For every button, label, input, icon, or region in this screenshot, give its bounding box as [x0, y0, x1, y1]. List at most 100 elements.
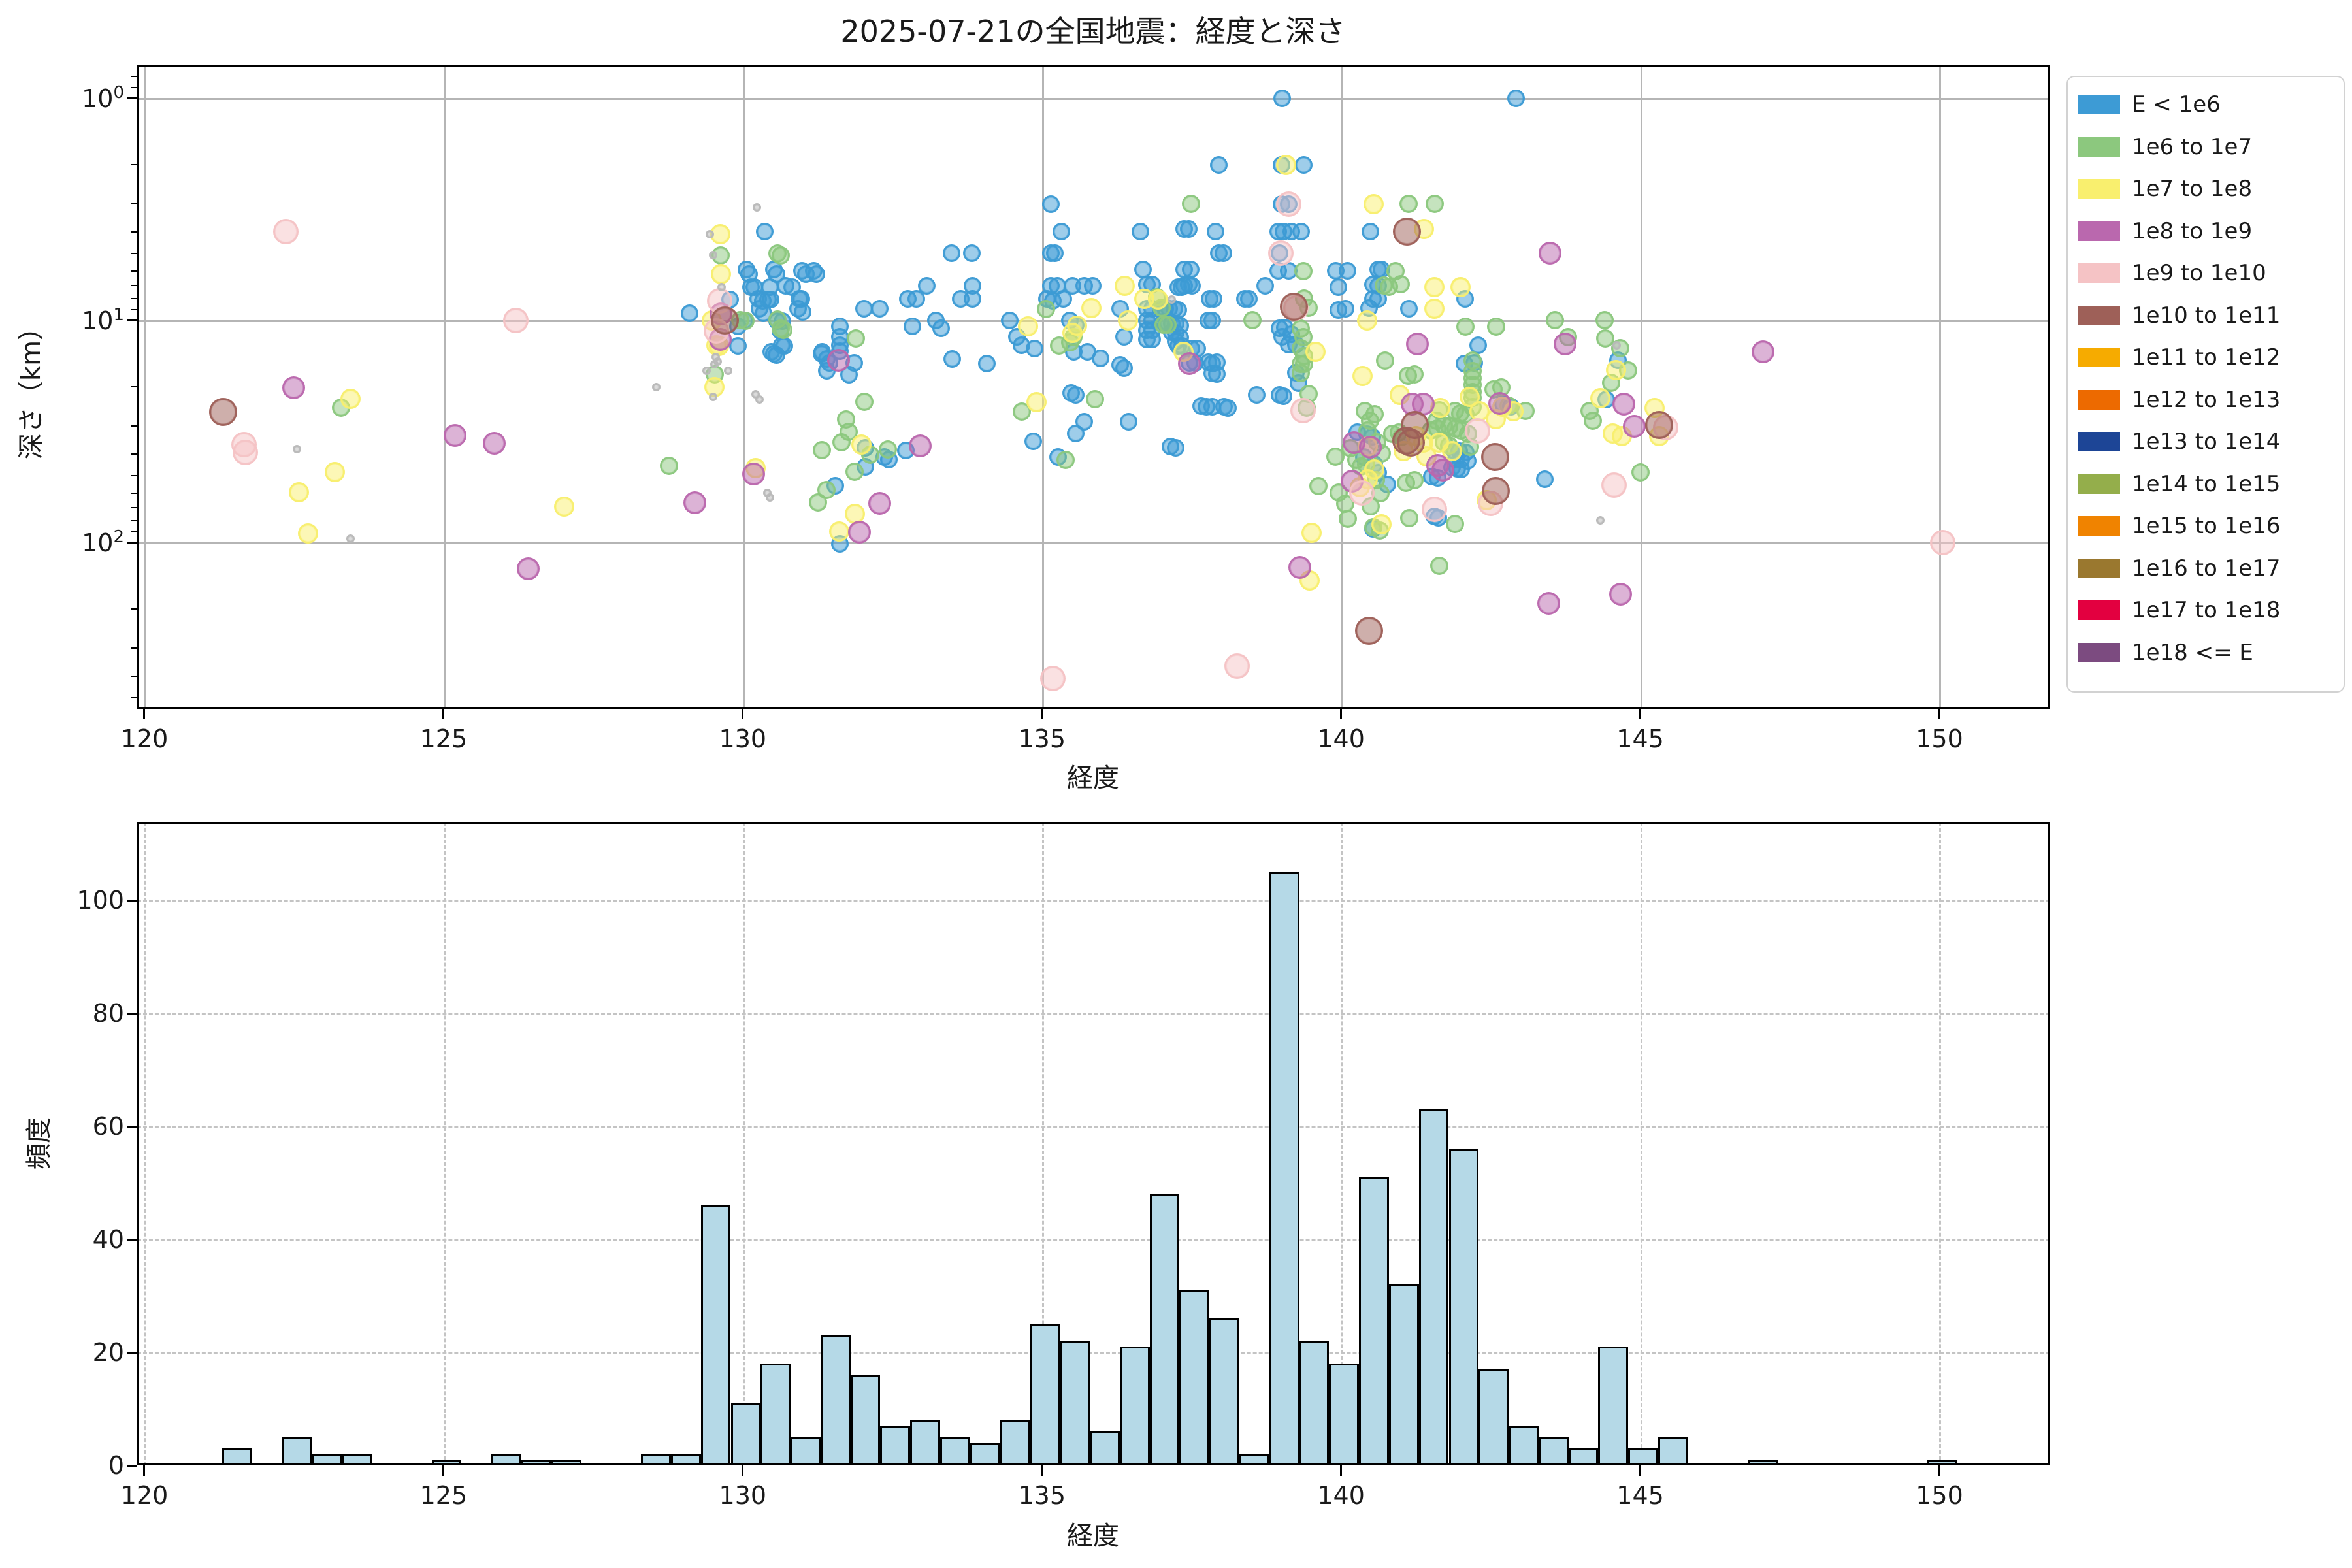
scatter-point [1279, 292, 1308, 321]
scatter-point [1612, 341, 1622, 350]
scatter-point [909, 434, 932, 457]
scatter-point [1538, 242, 1561, 265]
scatter-point [1429, 557, 1448, 576]
scatter-point [324, 462, 345, 483]
scatter-ytick-minor [131, 647, 137, 649]
scatter-point [932, 319, 951, 338]
scatter-point [1595, 516, 1605, 525]
histogram-bar [910, 1420, 941, 1465]
scatter-point [1363, 193, 1384, 214]
scatter-point [1081, 297, 1102, 318]
scatter-point [1111, 355, 1130, 374]
scatter-point [1612, 392, 1636, 416]
hist-gridline-x [1640, 822, 1642, 1465]
histogram-bar [970, 1443, 1000, 1465]
scatter-xtick [1938, 709, 1940, 719]
scatter-ytick-minor [131, 231, 137, 233]
scatter-point [768, 244, 787, 263]
histogram-bar [1388, 1284, 1419, 1465]
scatter-point [282, 376, 306, 400]
scatter-point [1352, 365, 1373, 386]
scatter-point [1294, 261, 1313, 280]
legend-swatch [2078, 642, 2120, 662]
hist-ytick [127, 1351, 137, 1354]
legend-item: 1e9 to 1e10 [2068, 260, 2342, 286]
scatter-ytick-minor [131, 531, 137, 533]
legend-item: 1e10 to 1e11 [2068, 302, 2342, 329]
scatter-point [1601, 472, 1627, 498]
scatter-xlabel: 経度 [1067, 763, 1119, 793]
histogram-bar [1658, 1437, 1688, 1465]
hist-gridline-y [137, 1013, 2050, 1015]
scatter-point [1167, 439, 1185, 457]
scatter-point [1207, 365, 1226, 384]
hist-ytick-label: 100 [76, 886, 124, 915]
hist-xtick [143, 1465, 146, 1476]
scatter-point [771, 319, 790, 338]
histogram-bar [700, 1205, 731, 1465]
scatter-point [847, 521, 871, 544]
scatter-ytick-minor [131, 87, 137, 89]
histogram-bar [1329, 1364, 1360, 1465]
scatter-point [807, 265, 825, 283]
legend-label: 1e8 to 1e9 [2132, 218, 2253, 244]
scatter-point [1631, 463, 1650, 482]
histogram-bar [820, 1335, 851, 1465]
scatter-point [1371, 514, 1392, 534]
scatter-ytick [127, 97, 137, 99]
scatter-point [1929, 529, 1955, 555]
scatter-point [1431, 459, 1454, 482]
scatter-point [554, 497, 575, 517]
scatter-point [1248, 385, 1266, 404]
scatter-point [918, 276, 936, 295]
scatter-point [1355, 616, 1384, 645]
scatter-point [1553, 332, 1576, 355]
scatter-point [1224, 653, 1250, 679]
scatter-point [1326, 448, 1345, 466]
scatter-ytick-label: 102 [82, 527, 124, 557]
scatter-point [1181, 195, 1200, 214]
scatter-point [1751, 340, 1774, 364]
scatter-point [1365, 404, 1384, 423]
scatter-point [1219, 399, 1237, 417]
scatter-ytick-minor [131, 309, 137, 311]
hist-gridline-x [1041, 822, 1044, 1465]
scatter-point [1037, 299, 1056, 318]
scatter-point [1288, 556, 1311, 580]
scatter-point [1488, 391, 1511, 415]
scatter-gridline-x [1041, 65, 1044, 709]
legend-label: 1e9 to 1e10 [2132, 260, 2266, 286]
scatter-ytick-minor [131, 453, 137, 455]
hist-gridline-y [137, 1239, 2050, 1241]
scatter-point [1273, 89, 1292, 107]
legend-label: 1e13 to 1e14 [2132, 429, 2281, 455]
scatter-point [855, 392, 874, 411]
legend-item: 1e16 to 1e17 [2068, 555, 2342, 581]
scatter-point [1486, 317, 1505, 336]
hist-xtick [1340, 1465, 1343, 1476]
scatter-ytick-minor [131, 252, 137, 254]
hist-ytick-label: 40 [92, 1225, 124, 1254]
scatter-point [1026, 392, 1047, 413]
scatter-point [963, 244, 981, 263]
scatter-point [1158, 316, 1177, 335]
histogram-bar [1269, 872, 1299, 1465]
legend-item: 1e12 to 1e13 [2068, 387, 2342, 413]
scatter-ytick-minor [131, 492, 137, 494]
scatter-point [293, 444, 302, 453]
legend-swatch [2078, 263, 2120, 283]
scatter-point [832, 433, 851, 452]
scatter-point [1450, 276, 1471, 297]
scatter-point [1405, 365, 1424, 384]
scatter-point [346, 534, 355, 544]
scatter-point [1596, 329, 1615, 348]
histogram-bar [1598, 1347, 1629, 1465]
histogram-bar [1418, 1109, 1449, 1465]
scatter-point [1606, 360, 1627, 381]
hist-ytick-label: 60 [92, 1112, 124, 1141]
scatter-xtick [1340, 709, 1343, 719]
scatter-point [1309, 476, 1328, 495]
scatter-ytick-minor [131, 164, 137, 166]
scatter-point [1397, 473, 1416, 492]
legend-swatch [2078, 348, 2120, 367]
